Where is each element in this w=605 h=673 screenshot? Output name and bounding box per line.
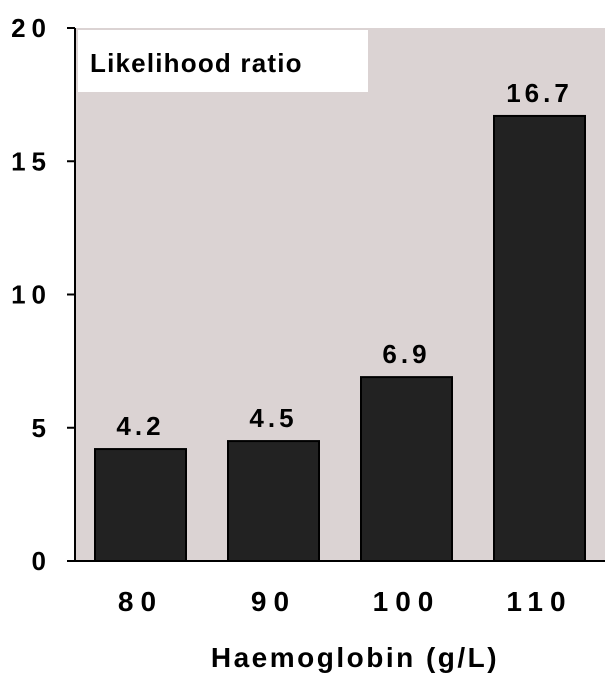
bar-90: [227, 440, 320, 563]
chart-title: Likelihood ratio: [90, 48, 303, 78]
x-tick-label: 110: [506, 586, 572, 617]
title-box: [78, 30, 368, 92]
bar-value-label: 6.9: [382, 339, 430, 369]
bar-110: [493, 114, 586, 562]
bars-group: [94, 114, 586, 563]
y-tick-label: 5: [32, 413, 52, 443]
x-tick-label: 100: [373, 586, 441, 617]
x-axis-label: Haemoglobin (g/L): [211, 642, 499, 673]
y-axis-ticks: 0 5 10 15 20: [11, 13, 75, 576]
y-tick-label: 0: [32, 546, 52, 576]
bar-100: [360, 376, 453, 562]
y-tick-label: 20: [11, 13, 52, 43]
bar-value-labels: 4.2 4.5 6.9 16.7: [116, 78, 573, 441]
bar-value-label: 4.2: [116, 411, 164, 441]
y-tick-label: 10: [11, 280, 52, 310]
bar-value-label: 16.7: [506, 78, 573, 108]
y-tick-label: 15: [11, 146, 52, 176]
bar-value-label: 4.5: [249, 403, 297, 433]
bar-80: [94, 448, 187, 563]
x-tick-label: 80: [118, 586, 163, 617]
x-tick-label: 90: [251, 586, 296, 617]
x-axis-tick-labels: 80 90 100 110: [118, 586, 572, 617]
